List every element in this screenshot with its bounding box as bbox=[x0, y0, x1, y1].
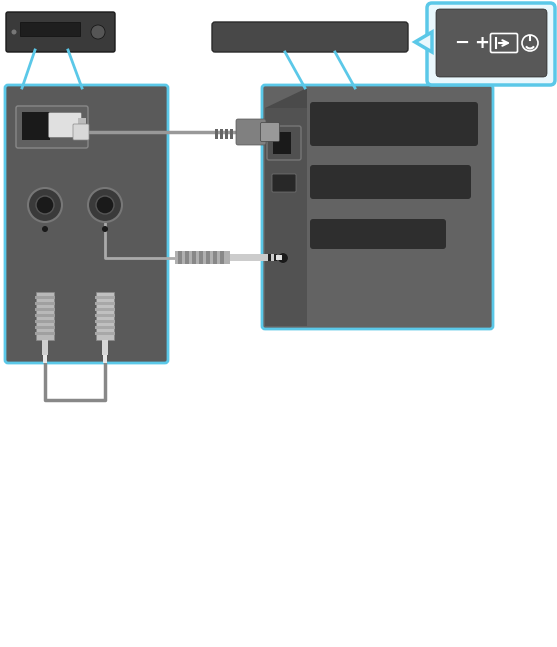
Circle shape bbox=[522, 35, 538, 51]
FancyBboxPatch shape bbox=[5, 85, 168, 363]
Bar bbox=[95, 326, 115, 329]
Circle shape bbox=[91, 25, 105, 39]
FancyBboxPatch shape bbox=[6, 12, 115, 52]
Bar bbox=[276, 255, 282, 260]
Bar bbox=[225, 129, 228, 139]
Bar bbox=[95, 308, 115, 311]
Circle shape bbox=[12, 30, 17, 34]
FancyBboxPatch shape bbox=[272, 174, 296, 192]
FancyBboxPatch shape bbox=[236, 119, 266, 145]
FancyBboxPatch shape bbox=[16, 106, 88, 148]
Bar bbox=[35, 302, 55, 305]
Bar bbox=[213, 251, 217, 264]
Bar bbox=[20, 22, 80, 36]
Bar bbox=[220, 251, 224, 264]
Circle shape bbox=[96, 196, 114, 214]
Bar bbox=[199, 251, 203, 264]
Bar bbox=[102, 340, 108, 355]
Circle shape bbox=[102, 226, 108, 232]
Bar bbox=[95, 314, 115, 317]
Bar bbox=[95, 320, 115, 323]
FancyBboxPatch shape bbox=[262, 85, 493, 329]
Bar bbox=[185, 251, 189, 264]
Circle shape bbox=[277, 252, 289, 263]
FancyBboxPatch shape bbox=[48, 113, 81, 138]
FancyBboxPatch shape bbox=[491, 34, 517, 52]
FancyBboxPatch shape bbox=[267, 126, 301, 160]
Bar bbox=[274, 254, 277, 261]
Bar bbox=[230, 254, 276, 261]
Circle shape bbox=[88, 188, 122, 222]
FancyBboxPatch shape bbox=[310, 165, 471, 199]
FancyBboxPatch shape bbox=[212, 22, 408, 52]
Bar bbox=[175, 251, 230, 264]
Bar bbox=[273, 132, 291, 154]
Bar bbox=[35, 308, 55, 311]
Text: +: + bbox=[475, 34, 490, 52]
Bar bbox=[43, 355, 47, 363]
Bar bbox=[42, 340, 48, 355]
Polygon shape bbox=[265, 88, 307, 108]
Bar bbox=[220, 129, 223, 139]
Bar bbox=[215, 129, 218, 139]
Bar bbox=[35, 332, 55, 335]
FancyBboxPatch shape bbox=[73, 124, 89, 140]
Bar bbox=[268, 254, 271, 261]
FancyBboxPatch shape bbox=[427, 3, 555, 85]
Bar bbox=[36, 292, 54, 340]
Bar bbox=[230, 129, 233, 139]
Bar bbox=[95, 296, 115, 299]
FancyBboxPatch shape bbox=[436, 9, 547, 77]
Bar bbox=[78, 118, 86, 132]
Bar bbox=[103, 355, 107, 363]
Bar bbox=[178, 251, 182, 264]
Bar bbox=[192, 251, 196, 264]
Bar bbox=[35, 296, 55, 299]
Circle shape bbox=[28, 188, 62, 222]
Bar bbox=[96, 292, 114, 340]
Bar bbox=[206, 251, 210, 264]
FancyBboxPatch shape bbox=[310, 102, 478, 146]
Circle shape bbox=[42, 226, 48, 232]
Circle shape bbox=[36, 196, 54, 214]
Polygon shape bbox=[415, 32, 432, 52]
Bar bbox=[95, 332, 115, 335]
FancyBboxPatch shape bbox=[261, 122, 280, 142]
Text: −: − bbox=[455, 34, 470, 52]
FancyBboxPatch shape bbox=[310, 219, 446, 249]
Bar bbox=[95, 302, 115, 305]
Bar bbox=[22, 112, 50, 140]
Bar bbox=[35, 326, 55, 329]
Bar bbox=[35, 320, 55, 323]
Bar bbox=[265, 108, 307, 326]
Bar bbox=[35, 314, 55, 317]
